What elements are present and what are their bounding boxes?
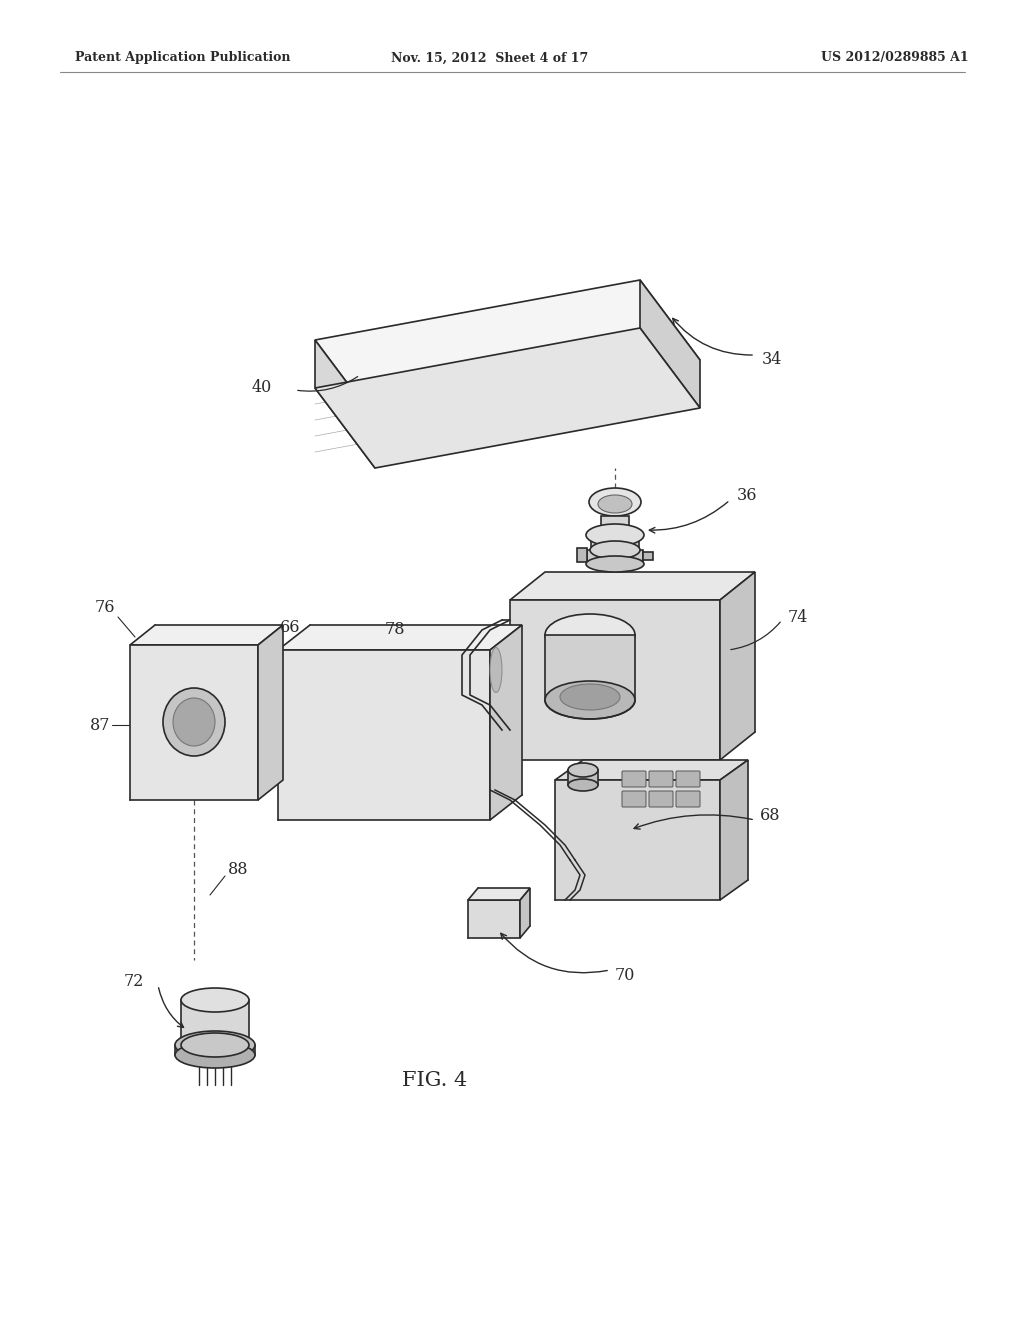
Polygon shape: [315, 327, 700, 469]
Text: 87: 87: [89, 717, 110, 734]
Polygon shape: [130, 645, 258, 800]
Polygon shape: [555, 780, 720, 900]
Polygon shape: [175, 1045, 255, 1055]
Polygon shape: [490, 624, 522, 820]
Polygon shape: [468, 888, 530, 900]
Ellipse shape: [181, 987, 249, 1012]
FancyBboxPatch shape: [676, 771, 700, 787]
Polygon shape: [315, 280, 700, 420]
Text: US 2012/0289885 A1: US 2012/0289885 A1: [821, 51, 969, 65]
Polygon shape: [510, 601, 720, 760]
Ellipse shape: [173, 698, 215, 746]
Text: 76: 76: [94, 598, 115, 615]
Ellipse shape: [586, 556, 644, 572]
Polygon shape: [720, 572, 755, 760]
Polygon shape: [591, 535, 639, 550]
Text: 68: 68: [760, 808, 780, 825]
Polygon shape: [545, 635, 635, 700]
Ellipse shape: [598, 495, 632, 513]
Text: Patent Application Publication: Patent Application Publication: [75, 51, 291, 65]
Polygon shape: [468, 900, 520, 939]
Polygon shape: [643, 552, 653, 560]
FancyBboxPatch shape: [649, 791, 673, 807]
Polygon shape: [568, 770, 598, 785]
Ellipse shape: [545, 614, 635, 656]
FancyBboxPatch shape: [622, 791, 646, 807]
Polygon shape: [640, 280, 700, 408]
Polygon shape: [720, 760, 748, 900]
FancyBboxPatch shape: [649, 771, 673, 787]
Ellipse shape: [163, 688, 225, 756]
Ellipse shape: [568, 763, 598, 777]
Ellipse shape: [589, 488, 641, 516]
Polygon shape: [555, 760, 748, 780]
Text: 70: 70: [615, 968, 635, 985]
Polygon shape: [577, 548, 587, 562]
Polygon shape: [278, 624, 522, 649]
Ellipse shape: [545, 681, 635, 719]
Ellipse shape: [490, 648, 502, 693]
Ellipse shape: [175, 1041, 255, 1068]
Ellipse shape: [175, 1031, 255, 1059]
Text: 36: 36: [737, 487, 758, 504]
Ellipse shape: [568, 779, 598, 791]
Text: 88: 88: [228, 862, 249, 879]
Ellipse shape: [586, 524, 644, 546]
Polygon shape: [258, 624, 283, 800]
Polygon shape: [587, 550, 643, 564]
Polygon shape: [181, 1001, 249, 1045]
Polygon shape: [520, 888, 530, 939]
Ellipse shape: [560, 684, 620, 710]
Text: 34: 34: [762, 351, 782, 368]
Polygon shape: [315, 341, 375, 469]
Ellipse shape: [181, 1034, 249, 1057]
Text: 78: 78: [385, 622, 406, 639]
Text: 74: 74: [788, 610, 808, 627]
Text: FIG. 4: FIG. 4: [402, 1071, 468, 1089]
FancyBboxPatch shape: [676, 791, 700, 807]
Text: 72: 72: [124, 974, 144, 990]
Text: 66: 66: [280, 619, 300, 635]
Polygon shape: [278, 649, 490, 820]
Polygon shape: [601, 516, 629, 531]
FancyBboxPatch shape: [622, 771, 646, 787]
Text: 40: 40: [252, 380, 272, 396]
Ellipse shape: [590, 541, 640, 558]
Text: Nov. 15, 2012  Sheet 4 of 17: Nov. 15, 2012 Sheet 4 of 17: [391, 51, 589, 65]
Polygon shape: [130, 624, 283, 645]
Polygon shape: [510, 572, 755, 601]
